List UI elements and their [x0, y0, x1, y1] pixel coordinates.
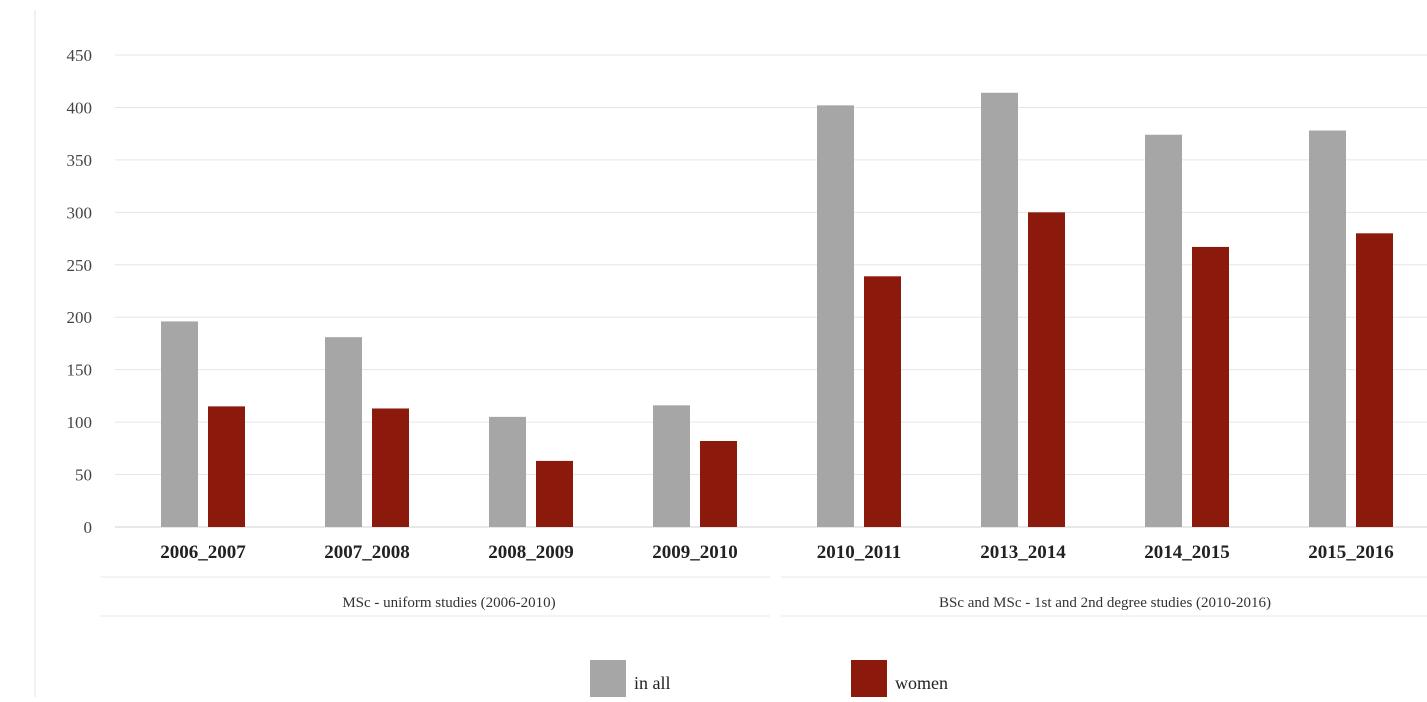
x-tick-label: 2013_2014 [980, 542, 1066, 563]
bar-women [864, 276, 901, 527]
group-label: MSc - uniform studies (2006-2010) [342, 595, 555, 611]
gridlines [115, 54, 1427, 528]
y-tick-label: 250 [67, 256, 93, 275]
y-tick-label: 200 [67, 308, 93, 327]
bar-in-all [161, 321, 198, 527]
group-label: BSc and MSc - 1st and 2nd degree studies… [939, 595, 1271, 611]
legend-swatch-in-all [590, 660, 626, 697]
y-tick-label: 0 [84, 518, 93, 537]
bar-in-all [981, 92, 1018, 527]
bar-women [536, 460, 573, 527]
bar-in-all [1309, 130, 1346, 527]
legend: in all women [590, 660, 948, 697]
x-tick-label: 2008_2009 [488, 542, 574, 563]
x-axis-ticks: 2006_2007 2007_2008 2008_2009 2009_2010 2010… [160, 542, 1394, 563]
x-tick-label: 2014_2015 [1144, 542, 1230, 563]
y-tick-label: 350 [67, 151, 93, 170]
legend-swatch-women [851, 660, 887, 697]
x-tick-label: 2009_2010 [652, 542, 738, 563]
bars [161, 92, 1393, 528]
x-tick-label: 2010_2011 [817, 542, 901, 563]
bar-in-all [653, 405, 690, 527]
bar-in-all [325, 337, 362, 527]
category-groups: MSc - uniform studies (2006-2010) BSc and… [100, 576, 1427, 617]
y-tick-label: 400 [67, 98, 93, 117]
bar-in-all [489, 416, 526, 527]
y-tick-label: 450 [67, 46, 93, 65]
legend-label-women: women [895, 673, 948, 693]
bar-women [1192, 246, 1229, 528]
y-tick-label: 300 [67, 203, 93, 222]
bar-women [372, 408, 409, 527]
bar-in-all [817, 105, 854, 527]
y-tick-label: 100 [67, 413, 93, 432]
x-tick-label: 2007_2008 [324, 542, 410, 563]
x-tick-label: 2006_2007 [160, 542, 246, 563]
bar-women [1028, 212, 1065, 528]
legend-label-in-all: in all [634, 673, 671, 693]
x-tick-label: 2015_2016 [1308, 542, 1394, 563]
bar-women [208, 406, 245, 527]
y-tick-label: 150 [67, 361, 93, 380]
bar-women [700, 440, 737, 527]
bar-in-all [1145, 134, 1182, 527]
y-tick-label: 50 [75, 466, 92, 485]
y-axis-ticks: 0 50 100 150 200 250 300 350 400 450 [67, 46, 93, 537]
bar-women [1356, 233, 1393, 528]
